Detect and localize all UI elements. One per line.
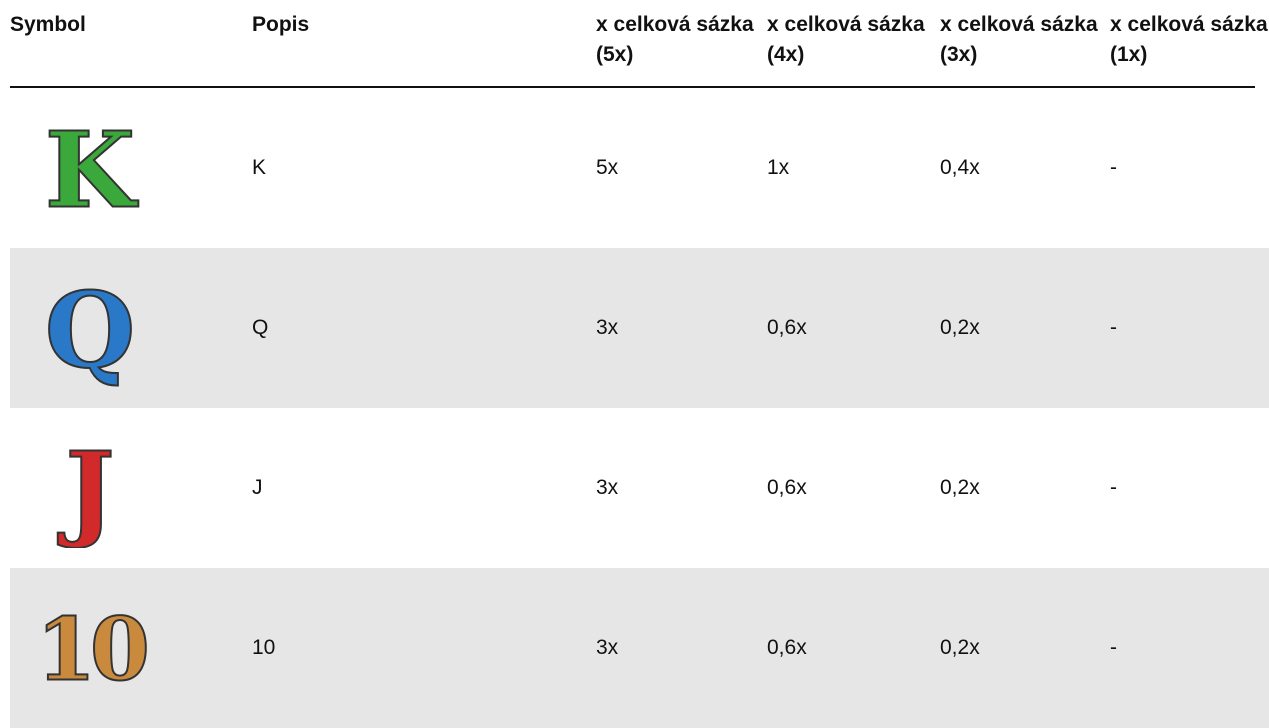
payout: 3x xyxy=(596,476,619,499)
payout: 0,6x xyxy=(767,636,807,659)
symbol-glyph: K xyxy=(45,109,139,229)
symbol-icon: J xyxy=(56,428,115,549)
table-row: 10 10 3x 0,6x 0,2x - xyxy=(10,568,1269,728)
header-rule xyxy=(10,86,1255,88)
symbol-icon: K xyxy=(44,108,140,229)
column-header: x celková sázka (4x) xyxy=(767,13,925,66)
payout: 0,6x xyxy=(767,476,807,499)
payout: - xyxy=(1110,636,1117,659)
payout: 0,2x xyxy=(940,636,980,659)
payout: 0,2x xyxy=(940,476,980,499)
payout: 0,4x xyxy=(940,156,980,179)
payout: 0,6x xyxy=(767,316,807,339)
description: J xyxy=(252,476,263,499)
column-header: Symbol xyxy=(10,13,86,36)
symbol-glyph: 10 xyxy=(36,600,146,701)
payout: 5x xyxy=(596,156,619,179)
payout: 3x xyxy=(596,636,619,659)
payout: 3x xyxy=(596,316,619,339)
payout: 1x xyxy=(767,156,790,179)
table-row: K K 5x 1x 0,4x - xyxy=(10,88,1269,248)
table-row: Q Q 3x 0,6x 0,2x - xyxy=(10,248,1269,408)
symbol-glyph: J xyxy=(57,429,114,549)
payout: - xyxy=(1110,156,1117,179)
description: 10 xyxy=(252,636,276,659)
symbol-glyph: Q xyxy=(45,269,136,389)
column-header: x celková sázka (3x) xyxy=(940,13,1098,66)
payout: - xyxy=(1110,476,1117,499)
description: K xyxy=(252,156,267,179)
description: Q xyxy=(252,316,269,339)
symbol-icon: Q xyxy=(44,268,137,389)
table-row: J J 3x 0,6x 0,2x - xyxy=(10,408,1269,568)
column-header: x celková sázka (1x) xyxy=(1110,13,1268,66)
column-header: x celková sázka (5x) xyxy=(596,13,754,66)
payout: 0,2x xyxy=(940,316,980,339)
symbol-icon: 10 xyxy=(35,599,150,702)
column-header: Popis xyxy=(252,13,310,36)
payout: - xyxy=(1110,316,1117,339)
